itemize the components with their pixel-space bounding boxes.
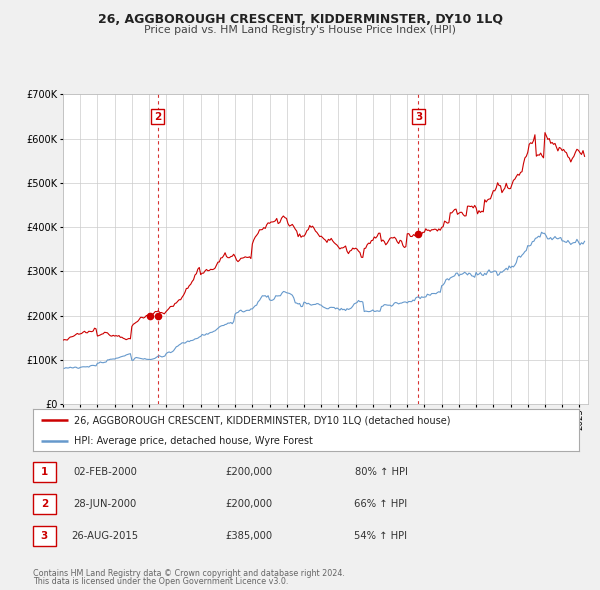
Text: £200,000: £200,000 [226,499,272,509]
Text: Contains HM Land Registry data © Crown copyright and database right 2024.: Contains HM Land Registry data © Crown c… [33,569,345,578]
Text: HPI: Average price, detached house, Wyre Forest: HPI: Average price, detached house, Wyre… [74,436,313,445]
Text: 26-AUG-2015: 26-AUG-2015 [71,531,139,540]
Text: 80% ↑ HPI: 80% ↑ HPI [355,467,407,477]
Text: Price paid vs. HM Land Registry's House Price Index (HPI): Price paid vs. HM Land Registry's House … [144,25,456,35]
Text: This data is licensed under the Open Government Licence v3.0.: This data is licensed under the Open Gov… [33,578,289,586]
Text: 2: 2 [154,112,161,122]
Text: 2: 2 [41,499,48,509]
Text: 3: 3 [41,531,48,540]
Text: £385,000: £385,000 [226,531,272,540]
Text: 02-FEB-2000: 02-FEB-2000 [73,467,137,477]
Text: 3: 3 [415,112,422,122]
Text: £200,000: £200,000 [226,467,272,477]
Text: 26, AGGBOROUGH CRESCENT, KIDDERMINSTER, DY10 1LQ: 26, AGGBOROUGH CRESCENT, KIDDERMINSTER, … [97,13,503,26]
Text: 66% ↑ HPI: 66% ↑ HPI [355,499,407,509]
Text: 26, AGGBOROUGH CRESCENT, KIDDERMINSTER, DY10 1LQ (detached house): 26, AGGBOROUGH CRESCENT, KIDDERMINSTER, … [74,415,451,425]
Text: 54% ↑ HPI: 54% ↑ HPI [355,531,407,540]
Text: 1: 1 [41,467,48,477]
Text: 28-JUN-2000: 28-JUN-2000 [73,499,137,509]
